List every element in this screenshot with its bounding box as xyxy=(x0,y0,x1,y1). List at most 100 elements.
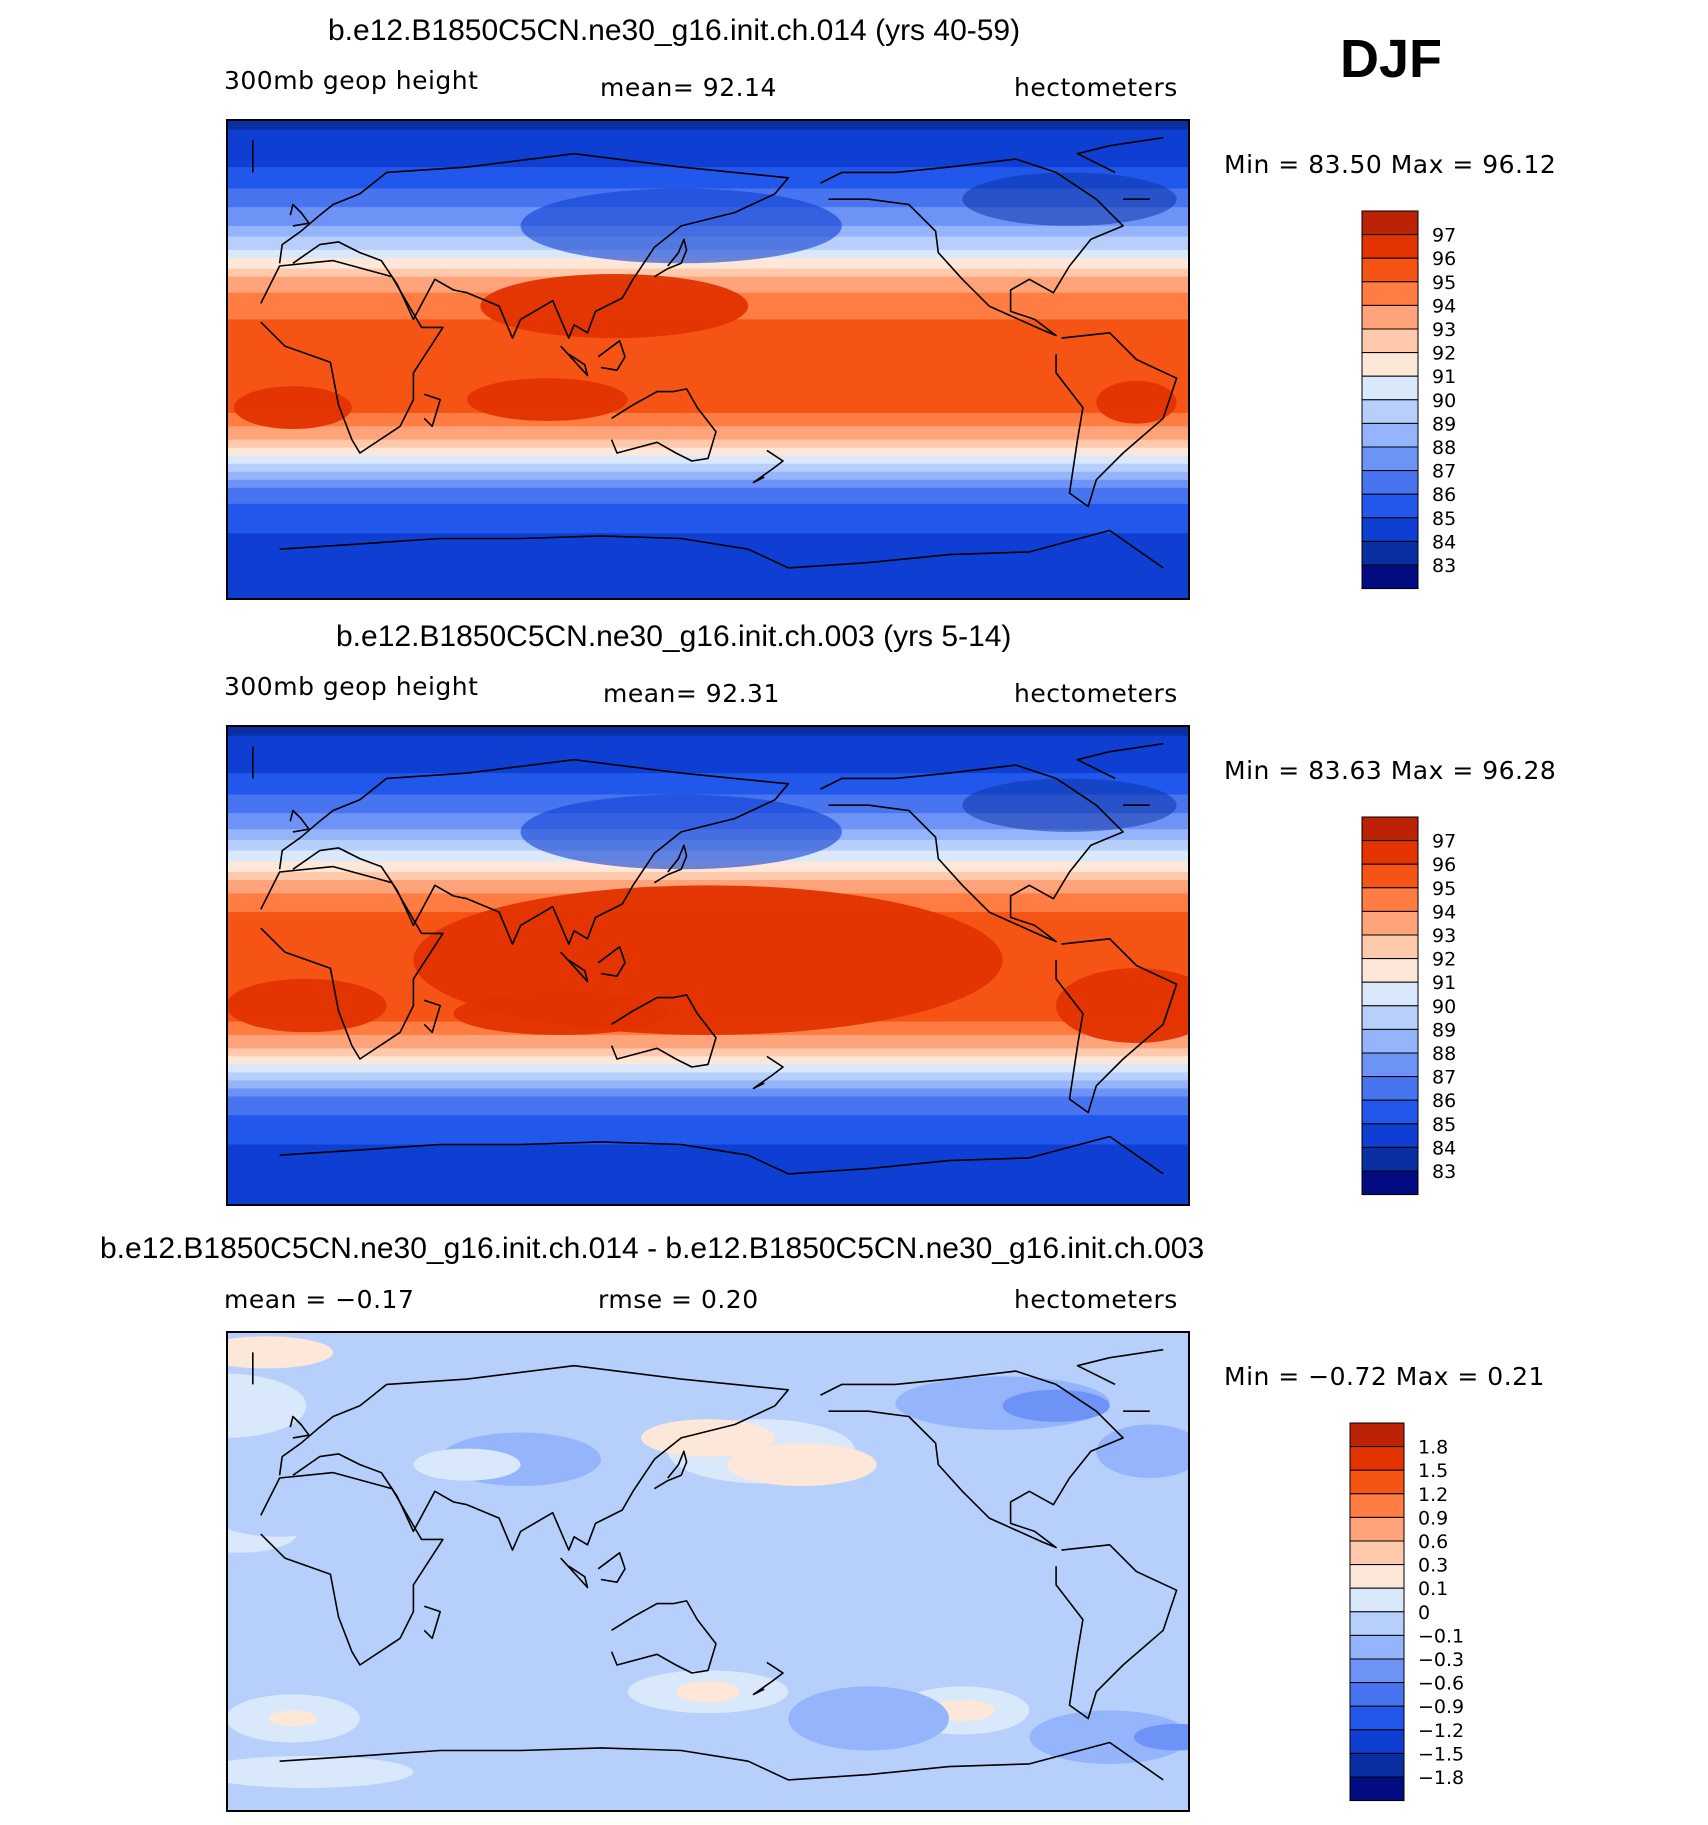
field-maximum xyxy=(1056,968,1190,1043)
field-band xyxy=(226,1051,1190,1055)
colorbar-tick-label: 0.1 xyxy=(1418,1578,1448,1600)
colorbar-tick-label: 89 xyxy=(1432,1019,1456,1041)
panel-1-minmax-label: Min = 83.50 Max = 96.12 xyxy=(1224,150,1557,179)
field-band xyxy=(226,1048,1190,1052)
field-band xyxy=(226,273,1190,278)
field-band xyxy=(226,1112,1190,1116)
panel-3-mean-label: mean = −0.17 xyxy=(224,1285,415,1314)
colorbar-box xyxy=(1349,1564,1405,1589)
colorbar-tick-label: 88 xyxy=(1432,1043,1456,1065)
field-band xyxy=(226,786,1190,790)
coastline xyxy=(752,1055,784,1090)
field-band xyxy=(226,1109,1190,1114)
field-band xyxy=(226,754,1190,758)
panel-3-units-label: hectometers xyxy=(1014,1285,1178,1314)
colorbar-box xyxy=(1349,1493,1405,1518)
field-band xyxy=(226,1149,1190,1154)
field-band xyxy=(226,567,1190,572)
field-band xyxy=(226,265,1190,270)
panel-1-units-label: hectometers xyxy=(1014,73,1178,102)
field-band xyxy=(226,466,1190,470)
panel-2-variable-label: 300mb geop height xyxy=(224,672,479,701)
field-band xyxy=(226,589,1190,593)
coastline xyxy=(278,758,790,945)
colorbar-box xyxy=(1361,1099,1419,1125)
coastline xyxy=(279,529,1164,569)
coastline xyxy=(820,1370,1124,1549)
coastline xyxy=(278,1364,790,1551)
field-band xyxy=(226,383,1190,387)
panel-2-title: b.e12.B1850C5CN.ne30_g16.init.ch.003 (yr… xyxy=(336,620,1012,653)
field-band xyxy=(226,434,1190,438)
field-maximum xyxy=(226,978,387,1033)
colorbar-tick-label: −1.8 xyxy=(1418,1767,1464,1789)
field-band xyxy=(226,121,1190,125)
coastline xyxy=(279,1741,1164,1781)
field-band xyxy=(226,1120,1190,1124)
colorbar-tick-label: 95 xyxy=(1432,272,1456,294)
colorbar-box xyxy=(1361,981,1419,1007)
field-band xyxy=(226,533,1190,537)
coastline xyxy=(820,158,1124,337)
colorbar-box xyxy=(1349,1587,1405,1613)
colorbar-tick-label: 85 xyxy=(1432,508,1456,530)
colorbar-tick-label: −0.3 xyxy=(1418,1649,1464,1671)
panel-1-mean-label: mean= 92.14 xyxy=(600,73,777,102)
field-band xyxy=(226,1107,1190,1111)
colorbar-tick-label: 89 xyxy=(1432,413,1456,435)
field-band xyxy=(226,137,1190,141)
panel-3-title: b.e12.B1850C5CN.ne30_g16.init.ch.014 - b… xyxy=(100,1232,1205,1265)
colorbar-box xyxy=(1361,281,1419,306)
field-band xyxy=(226,402,1190,406)
colorbar-tick-label: 90 xyxy=(1432,996,1456,1018)
colorbar-box xyxy=(1349,1516,1405,1542)
field-anomaly xyxy=(788,1686,950,1751)
colorbar-box xyxy=(1361,1123,1419,1148)
coastline xyxy=(653,238,688,278)
field-band xyxy=(226,1176,1190,1180)
field-band xyxy=(226,525,1190,529)
field-band xyxy=(226,172,1190,176)
field-band xyxy=(226,340,1190,345)
field-band xyxy=(226,164,1190,168)
field-band xyxy=(226,506,1190,510)
coastline xyxy=(653,1450,688,1490)
coastline xyxy=(278,152,790,339)
colorbar-tick-label: 0.6 xyxy=(1418,1531,1448,1553)
colorbar-tick-label: 83 xyxy=(1432,1161,1456,1183)
colorbar-box xyxy=(1361,887,1419,912)
field-band xyxy=(226,1075,1190,1079)
field-band xyxy=(226,177,1190,182)
field-band xyxy=(226,775,1190,780)
field-band xyxy=(226,573,1190,577)
field-band xyxy=(226,1128,1190,1132)
field-band xyxy=(226,463,1190,467)
field-band xyxy=(226,1139,1190,1143)
field-band xyxy=(226,1085,1190,1090)
field-band xyxy=(226,161,1190,166)
field-band xyxy=(226,1184,1190,1188)
coastline xyxy=(252,742,1164,806)
coastline xyxy=(610,388,717,462)
panel-3-coastlines xyxy=(252,1348,1178,1781)
field-band xyxy=(226,127,1190,131)
field-band xyxy=(226,1179,1190,1183)
field-band xyxy=(226,527,1190,532)
field-band xyxy=(226,346,1190,350)
field-band xyxy=(226,471,1190,476)
field-band xyxy=(226,479,1190,484)
field-band xyxy=(226,364,1190,369)
field-band xyxy=(226,1096,1190,1100)
field-band xyxy=(226,388,1190,393)
field-band xyxy=(226,503,1190,508)
coastline xyxy=(752,449,784,484)
field-band xyxy=(226,511,1190,516)
field-band xyxy=(226,167,1190,171)
field-band xyxy=(226,1165,1190,1170)
field-band xyxy=(226,514,1190,518)
field-band xyxy=(226,530,1190,534)
field-band xyxy=(226,501,1190,505)
field-band xyxy=(226,1115,1190,1119)
field-band xyxy=(226,447,1190,451)
